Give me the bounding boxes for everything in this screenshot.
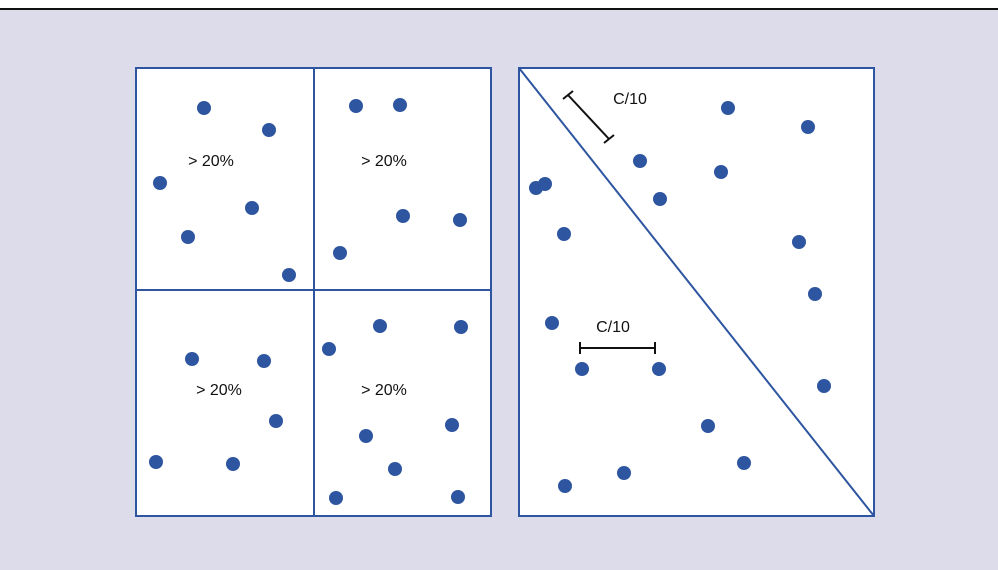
point: [245, 201, 259, 215]
point: [153, 176, 167, 190]
point: [633, 154, 647, 168]
point: [792, 235, 806, 249]
upper-distance-label: C/10: [613, 91, 647, 108]
point: [262, 123, 276, 137]
point: [817, 379, 831, 393]
point: [737, 456, 751, 470]
point: [181, 230, 195, 244]
upper-distance-bar: [562, 90, 615, 144]
point: [445, 418, 459, 432]
left-grid-figure: > 20% > 20% > 20% > 20%: [135, 67, 492, 517]
point: [359, 429, 373, 443]
point: [349, 99, 363, 113]
quadrant-label-bottom-right: > 20%: [361, 382, 407, 399]
upper-distance-bar-cap: [562, 90, 574, 100]
top-rule: [0, 0, 998, 10]
right-points: [529, 101, 831, 493]
point: [197, 101, 211, 115]
point: [721, 101, 735, 115]
point: [329, 491, 343, 505]
left-grid-points: [149, 98, 468, 505]
point: [575, 362, 589, 376]
point: [257, 354, 271, 368]
point: [388, 462, 402, 476]
point: [558, 479, 572, 493]
point: [545, 316, 559, 330]
point: [652, 362, 666, 376]
quadrant-label-bottom-left: > 20%: [196, 382, 242, 399]
point: [322, 342, 336, 356]
point: [373, 319, 387, 333]
point: [653, 192, 667, 206]
point: [801, 120, 815, 134]
right-diagonal-figure: C/10 C/10: [518, 67, 875, 517]
point: [808, 287, 822, 301]
point: [149, 455, 163, 469]
diagonal-divider: [518, 67, 875, 517]
point: [185, 352, 199, 366]
point: [282, 268, 296, 282]
lower-distance-label: C/10: [596, 319, 630, 336]
point: [453, 213, 467, 227]
point: [557, 227, 571, 241]
lower-distance-bar: [579, 342, 656, 354]
point: [396, 209, 410, 223]
point: [538, 177, 552, 191]
point: [393, 98, 407, 112]
upper-distance-bar-line: [567, 94, 610, 140]
point: [714, 165, 728, 179]
upper-distance-bar-cap: [603, 134, 615, 144]
quadrant-label-top-left: > 20%: [188, 153, 234, 170]
quadrant-label-top-right: > 20%: [361, 153, 407, 170]
point: [333, 246, 347, 260]
point: [451, 490, 465, 504]
point: [701, 419, 715, 433]
point: [454, 320, 468, 334]
point: [269, 414, 283, 428]
point: [617, 466, 631, 480]
point: [226, 457, 240, 471]
